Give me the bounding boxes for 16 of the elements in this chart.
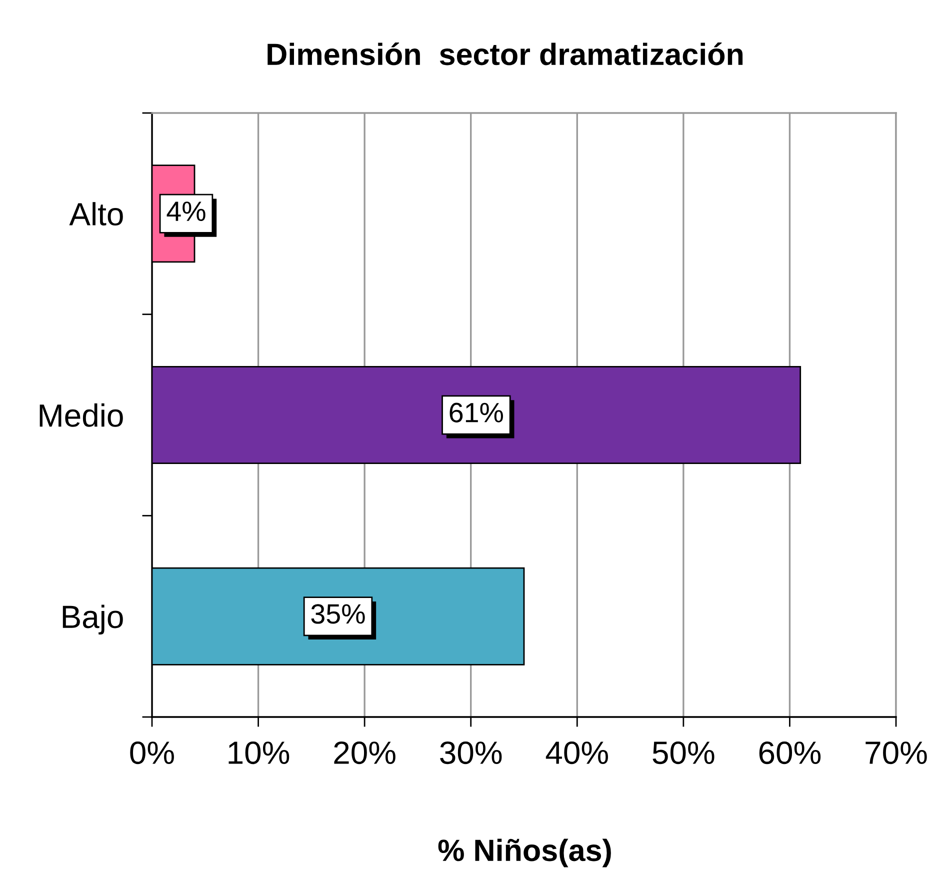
- x-tick-label: 60%: [759, 741, 821, 764]
- y-tick-label: Medio: [40, 403, 123, 427]
- x-tick-label: 0%: [130, 741, 174, 764]
- x-tick-label: 40%: [546, 741, 608, 764]
- chart-title: Dimensión sector dramatización: [268, 42, 743, 66]
- data-label: 61%: [450, 402, 503, 422]
- x-axis-title: % Niños(as): [438, 838, 611, 868]
- x-tick-label: 30%: [440, 741, 502, 764]
- data-label: 4%: [166, 202, 206, 222]
- x-tick-label: 50%: [652, 741, 714, 764]
- x-tick-label: 70%: [866, 741, 927, 764]
- data-label: 35%: [311, 604, 365, 624]
- y-tick-label: Alto: [69, 202, 123, 226]
- x-tick-label: 20%: [334, 741, 396, 764]
- y-tick-label: Bajo: [62, 604, 123, 635]
- x-tick-label: 10%: [228, 741, 290, 764]
